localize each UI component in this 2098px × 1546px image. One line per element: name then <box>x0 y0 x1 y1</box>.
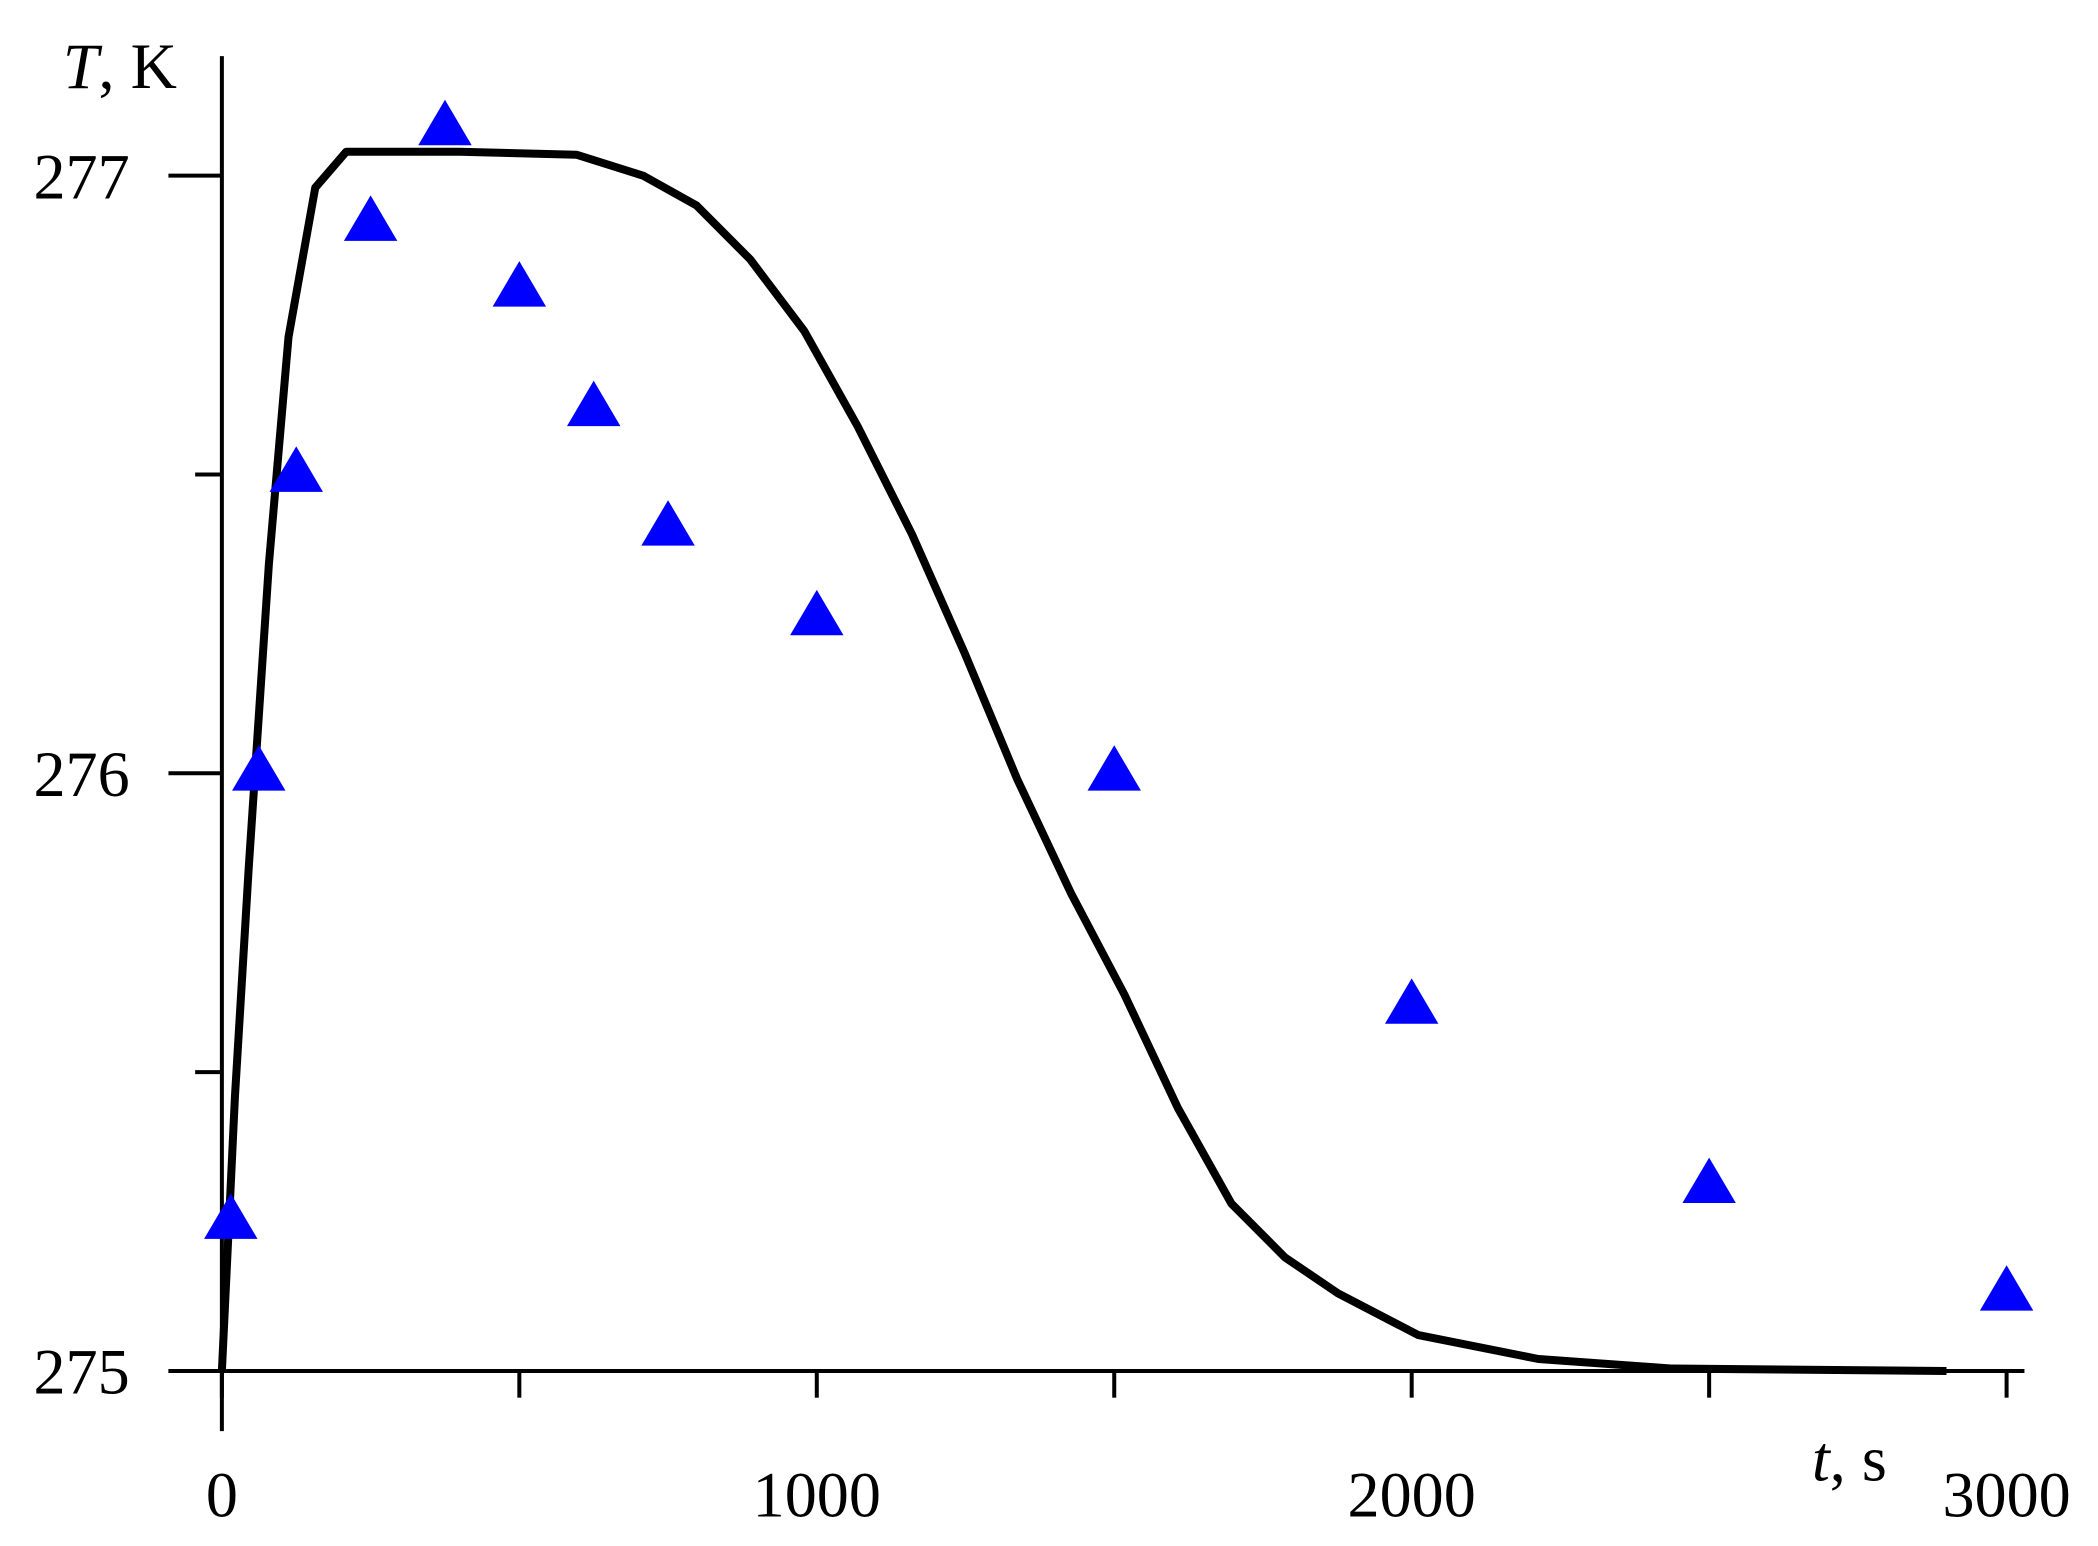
data-point <box>269 446 323 492</box>
data-point <box>204 1193 258 1239</box>
x-tick-label: 0 <box>206 1460 238 1531</box>
x-axis-label: t, s <box>1812 1424 1887 1495</box>
x-tick-label: 2000 <box>1348 1460 1476 1531</box>
data-point <box>1384 978 1439 1024</box>
data-point <box>566 380 621 427</box>
y-axis-label: T, K <box>63 31 177 102</box>
data-point <box>343 195 398 241</box>
data-point <box>1979 1265 2034 1311</box>
x-tick-label: 1000 <box>753 1460 881 1531</box>
y-tick-label: 277 <box>33 141 129 212</box>
x-tick-label: 3000 <box>1942 1460 2070 1531</box>
y-tick-label: 276 <box>33 739 129 810</box>
y-tick-label: 275 <box>33 1337 129 1408</box>
data-point <box>641 500 695 546</box>
data-point <box>492 261 547 307</box>
data-point <box>790 589 844 636</box>
model-curve <box>217 147 1947 1375</box>
data-point <box>418 99 472 146</box>
data-point <box>1682 1157 1736 1204</box>
data-point <box>232 745 286 791</box>
data-point <box>1087 745 1141 791</box>
